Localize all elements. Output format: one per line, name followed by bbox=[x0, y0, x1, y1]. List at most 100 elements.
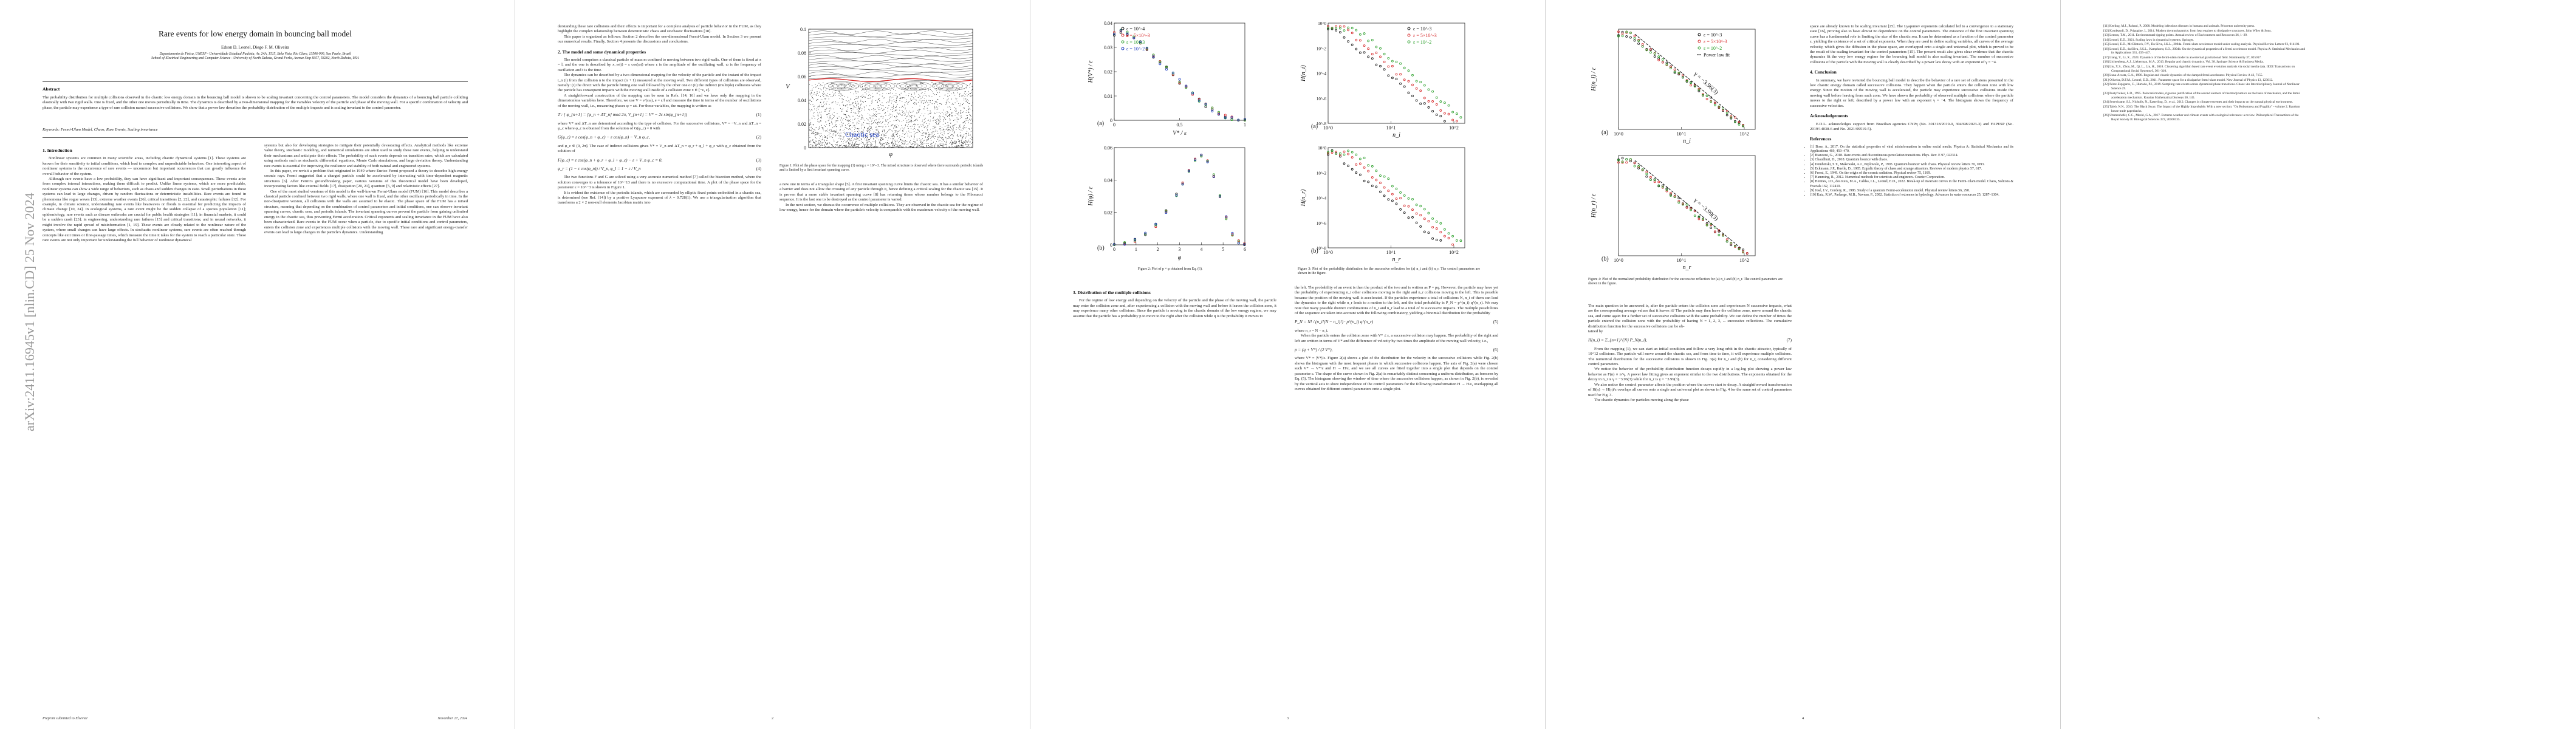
data-point bbox=[1653, 52, 1656, 55]
data-point bbox=[1637, 165, 1640, 168]
phase-point bbox=[841, 85, 843, 86]
y-tick-label: 10^-4 bbox=[1317, 72, 1327, 77]
paragraph: where V* = |V*|/ε. Figure 2(a) shows a p… bbox=[1295, 356, 1498, 391]
data-point bbox=[1243, 243, 1246, 246]
data-point bbox=[1165, 210, 1168, 213]
phase-point bbox=[961, 140, 962, 142]
data-point bbox=[1363, 51, 1366, 54]
phase-point bbox=[815, 141, 817, 142]
data-point bbox=[1178, 78, 1181, 81]
y-tick-label: 0.06 bbox=[798, 74, 806, 80]
phase-point bbox=[829, 117, 831, 118]
phase-point bbox=[811, 101, 812, 103]
phase-point bbox=[875, 143, 877, 145]
phase-point bbox=[911, 144, 912, 145]
phase-point bbox=[965, 138, 966, 139]
equation-3: F(φ_c) = ε cos(φ_n + φ_r + φ_l + φ_c) − … bbox=[558, 157, 761, 163]
data-point bbox=[1154, 225, 1157, 228]
phase-point bbox=[911, 96, 913, 97]
data-point bbox=[1185, 86, 1188, 89]
phase-point bbox=[959, 126, 961, 127]
phase-point bbox=[883, 105, 884, 106]
phase-point bbox=[896, 109, 897, 111]
invariant-spanning-curve bbox=[808, 30, 973, 35]
paragraph: In this paper, we revisit a problem that… bbox=[264, 169, 468, 189]
page-number: 5 bbox=[2317, 716, 2320, 720]
phase-point bbox=[829, 132, 831, 134]
data-point bbox=[1395, 73, 1398, 76]
data-point bbox=[1742, 250, 1745, 253]
phase-point bbox=[821, 85, 823, 86]
x-tick-label: 10^0 bbox=[1614, 258, 1623, 263]
data-point bbox=[1665, 188, 1668, 191]
phase-point bbox=[818, 128, 820, 129]
phase-point bbox=[964, 108, 965, 109]
phase-point bbox=[964, 125, 965, 126]
reference-item: [20] Luna-Acosta, G.A., 1990. Regular an… bbox=[2103, 74, 2263, 78]
phase-point bbox=[934, 136, 936, 137]
phase-point bbox=[857, 115, 858, 116]
data-point bbox=[1427, 220, 1430, 222]
data-point bbox=[1697, 218, 1701, 221]
x-tick-label: 10^2 bbox=[1449, 125, 1459, 131]
phase-point bbox=[971, 95, 973, 97]
phase-point bbox=[875, 116, 877, 117]
data-point bbox=[1230, 116, 1233, 119]
phase-point bbox=[818, 106, 819, 107]
phase-point bbox=[963, 143, 964, 144]
x-tick-label: 0 bbox=[1113, 247, 1115, 252]
y-tick-label: 0.06 bbox=[1104, 145, 1112, 151]
phase-point bbox=[953, 129, 954, 131]
phase-point bbox=[871, 121, 872, 122]
phase-point bbox=[953, 93, 954, 94]
phase-point bbox=[880, 140, 882, 141]
phase-point bbox=[821, 106, 823, 108]
data-point bbox=[1621, 32, 1624, 35]
phase-point bbox=[922, 142, 923, 143]
data-point bbox=[1367, 55, 1370, 58]
data-point bbox=[1200, 153, 1203, 156]
phase-point bbox=[815, 86, 817, 87]
phase-point bbox=[832, 131, 834, 132]
phase-point bbox=[893, 138, 894, 139]
phase-point bbox=[877, 126, 879, 127]
data-point bbox=[1327, 27, 1329, 30]
phase-point bbox=[907, 115, 908, 117]
data-point bbox=[1427, 211, 1430, 214]
phase-point bbox=[885, 120, 886, 122]
phase-point bbox=[937, 146, 938, 148]
phase-point bbox=[951, 112, 952, 114]
phase-point bbox=[873, 122, 874, 123]
phase-point bbox=[939, 146, 940, 147]
phase-point bbox=[885, 112, 886, 114]
section-introduction: 1. Introduction bbox=[43, 148, 72, 153]
phase-point bbox=[834, 112, 835, 113]
phase-point bbox=[964, 120, 965, 122]
phase-point bbox=[817, 106, 818, 108]
phase-point bbox=[873, 115, 874, 117]
data-point bbox=[1175, 194, 1178, 197]
data-point bbox=[1738, 120, 1741, 123]
phase-point bbox=[960, 112, 961, 114]
phase-point bbox=[863, 129, 864, 131]
phase-point bbox=[869, 126, 871, 128]
phase-point bbox=[949, 114, 950, 115]
phase-point bbox=[945, 104, 947, 105]
phase-point bbox=[844, 105, 846, 106]
y-tick-label: 10^-4 bbox=[1317, 196, 1327, 201]
chaotic-sea-annotation: Chaotic sea bbox=[845, 130, 879, 139]
phase-point bbox=[931, 103, 933, 104]
data-point bbox=[1697, 89, 1701, 92]
phase-point bbox=[962, 111, 964, 112]
phase-point bbox=[894, 125, 895, 126]
reference-list: [1] Bose, A., 2017. On the statistical p… bbox=[1810, 145, 2013, 197]
data-point bbox=[1343, 25, 1346, 28]
data-point bbox=[1231, 231, 1234, 234]
phase-point bbox=[933, 93, 934, 94]
data-point bbox=[1181, 181, 1184, 184]
x-tick-label: 2 bbox=[1157, 247, 1159, 252]
phase-point bbox=[862, 146, 863, 147]
phase-point bbox=[957, 113, 959, 114]
phase-point bbox=[892, 89, 894, 90]
data-point bbox=[1343, 162, 1346, 165]
